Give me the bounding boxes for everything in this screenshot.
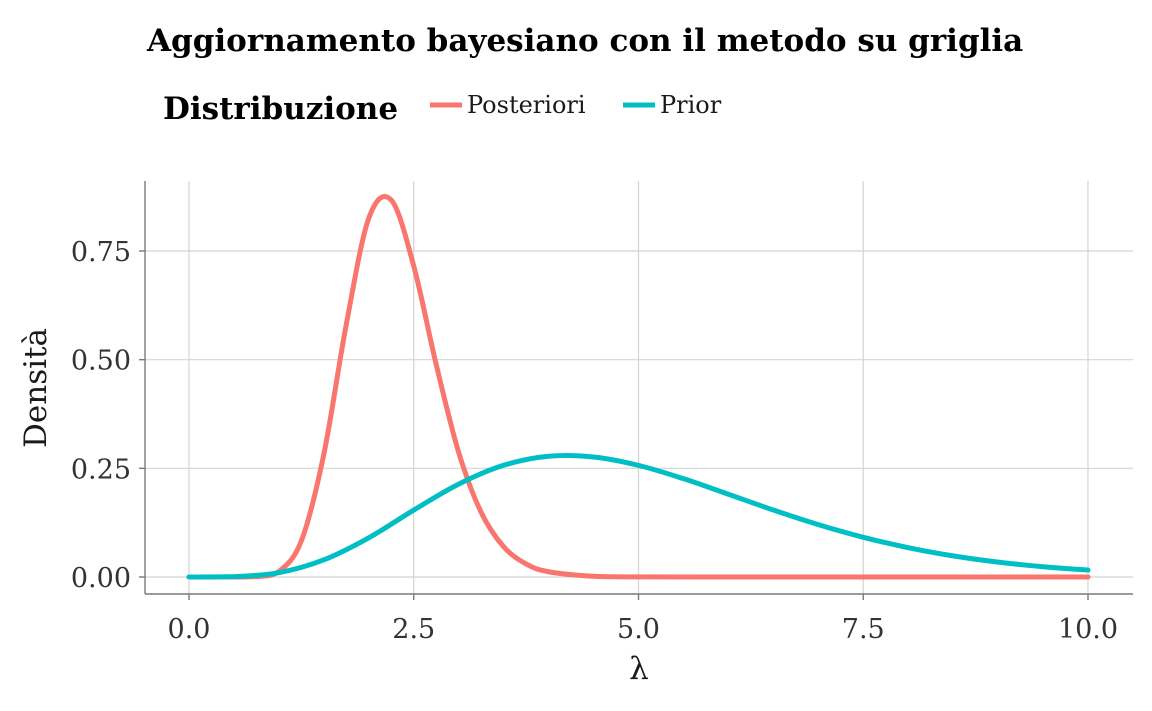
x-tick-label: 0.0 — [168, 614, 211, 645]
legend-label-posteriori: Posteriori — [467, 91, 586, 119]
x-gridlines — [188, 181, 1089, 594]
series-layer — [186, 194, 1091, 580]
y-tick-label: 0.25 — [71, 454, 131, 485]
legend: Distribuzione Posteriori Prior — [163, 91, 722, 127]
x-tick-label: 2.5 — [392, 614, 435, 645]
y-tick-labels: 0.00 0.25 0.50 0.75 — [71, 237, 145, 594]
legend-label-prior: Prior — [660, 91, 722, 119]
x-tick-label: 10.0 — [1058, 614, 1118, 645]
x-axis-title: λ — [629, 651, 649, 687]
x-tick-label: 5.0 — [617, 614, 660, 645]
legend-title: Distribuzione — [163, 91, 398, 127]
x-tick-labels: 0.0 2.5 5.0 7.5 10.0 — [168, 594, 1118, 645]
y-axis-title: Densità — [18, 328, 54, 448]
chart-title: Aggiornamento bayesiano con il metodo su… — [146, 23, 1023, 59]
series-line-posteriori — [186, 194, 1091, 580]
y-tick-label: 0.75 — [71, 237, 131, 268]
y-tick-label: 0.50 — [71, 346, 131, 377]
y-tick-label: 0.00 — [71, 563, 131, 594]
x-tick-label: 7.5 — [842, 614, 885, 645]
series-line-prior — [186, 452, 1091, 580]
